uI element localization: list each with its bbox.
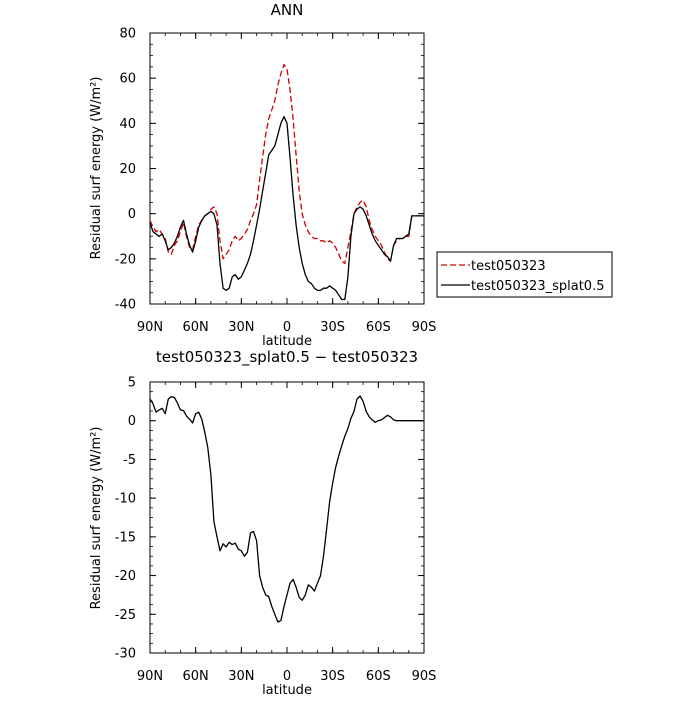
x-tick-label: 60S: [366, 669, 391, 684]
x-axis-label: latitude: [262, 334, 312, 349]
y-tick-labels: -30 -25 -20 -15 -10 -5 0 5: [115, 376, 136, 662]
plot-frame: [149, 381, 425, 654]
legend: test050323 test050323_splat0.5: [436, 251, 613, 298]
x-tick-label: 0: [283, 320, 291, 335]
y-tick-label: -25: [115, 608, 136, 623]
legend-label-test050323: test050323: [471, 259, 546, 274]
series-lines: [149, 395, 424, 623]
plot-title: test050323_splat0.5 − test050323: [156, 348, 418, 367]
y-tick-label: -15: [115, 530, 136, 545]
x-tick-label: 90S: [412, 320, 437, 335]
y-tick-label: -30: [115, 647, 136, 662]
y-tick-label: 80: [119, 27, 136, 42]
x-tick-labels: 90N 60N 30N 0 30S 60S 90S: [137, 320, 437, 335]
series-line-difference: [149, 395, 424, 623]
series-line-test050323: [149, 63, 424, 265]
x-axis-label: latitude: [262, 683, 312, 698]
x-tick-label: 30S: [320, 669, 345, 684]
x-tick-label: 90S: [412, 669, 437, 684]
y-tick-labels: -40 -20 0 20 40 60 80: [115, 27, 136, 313]
y-tick-label: 0: [128, 207, 136, 222]
y-tick-label: 5: [128, 376, 136, 391]
y-axis-label: Residual surf energy (W/m²): [89, 427, 104, 610]
y-tick-label: -5: [123, 453, 136, 468]
x-tick-label: 60S: [366, 320, 391, 335]
legend-box: [436, 251, 613, 298]
legend-label-splat: test050323_splat0.5: [471, 279, 604, 294]
y-tick-label: -40: [115, 298, 136, 313]
y-tick-label: -20: [115, 569, 136, 584]
x-tick-label: 30N: [228, 320, 254, 335]
plot-title: ANN: [271, 1, 304, 19]
y-tick-label: 20: [119, 162, 136, 177]
x-tick-label: 90N: [137, 320, 163, 335]
plot-difference: test050323_splat0.5 − test050323 -30-25-…: [89, 348, 436, 698]
y-tick-label: -20: [115, 252, 136, 267]
y-tick-label: 60: [119, 72, 136, 87]
tick-marks: [149, 32, 425, 305]
plot-frame: [149, 32, 425, 305]
x-tick-label: 60N: [183, 320, 209, 335]
x-tick-label: 90N: [137, 669, 163, 684]
x-tick-labels: 90N 60N 30N 0 30S 60S 90S: [137, 669, 437, 684]
series-line-test050323-splat0-5: [149, 115, 424, 301]
x-tick-label: 0: [283, 669, 291, 684]
tick-marks: [149, 381, 425, 654]
y-tick-label: 40: [119, 117, 136, 132]
y-tick-label: 0: [128, 414, 136, 429]
y-tick-label: -10: [115, 492, 136, 507]
y-axis-label: Residual surf energy (W/m²): [89, 77, 104, 260]
series-lines: [149, 63, 424, 301]
x-tick-label: 30N: [228, 669, 254, 684]
x-tick-label: 60N: [183, 669, 209, 684]
x-tick-label: 30S: [320, 320, 345, 335]
